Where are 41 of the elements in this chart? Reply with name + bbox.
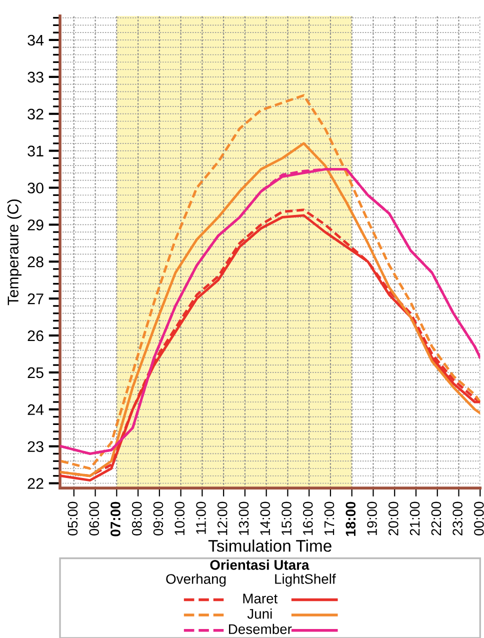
x-tick-label: 23:00 <box>452 502 462 536</box>
legend-label: Desember <box>229 624 292 634</box>
x-tick-label: 17:00 <box>324 502 334 535</box>
x-tick-label: 20:00 <box>388 502 398 536</box>
y-tick-label: 29 <box>28 220 44 230</box>
y-tick-label: 24 <box>28 404 44 415</box>
y-tick-label: 32 <box>28 108 44 120</box>
y-tick-label: 25 <box>28 367 44 378</box>
x-tick-label: 18:00 <box>346 502 356 536</box>
y-axis-title: Temperaure (C) <box>7 199 22 306</box>
x-tick-label: 21:00 <box>410 502 420 536</box>
x-tick-label: 13:00 <box>238 502 249 535</box>
x-tick-label: 06:00 <box>89 502 100 536</box>
y-tick-label: 30 <box>28 182 44 194</box>
x-tick-label: 08:00 <box>132 502 142 536</box>
legend-label: Maret <box>243 594 278 604</box>
x-tick-label: 07:00 <box>110 502 120 536</box>
text: Overhang <box>166 574 226 587</box>
x-tick-label: 10:00 <box>174 502 185 535</box>
y-tick-label: 31 <box>28 146 44 156</box>
y-tick-label: 22 <box>28 478 44 489</box>
x-tick-label: 15:00 <box>282 502 292 535</box>
x-tick-label: 11:00 <box>196 502 206 534</box>
x-tick-label: 14:00 <box>260 502 270 535</box>
legend-title: Orientasi Utara <box>210 560 310 570</box>
x-axis-title: Tsimulation Time <box>208 540 332 552</box>
x-tick-label: 19:00 <box>367 502 377 535</box>
x-tick-label: 16:00 <box>302 502 313 535</box>
text: LightShelf <box>275 574 336 587</box>
x-tick-label: 12:00 <box>217 502 228 535</box>
x-tick-label: 05:00 <box>68 502 78 536</box>
y-tick-label: 34 <box>28 34 44 46</box>
legend-label: Juni <box>247 608 272 619</box>
x-tick-label: 22:00 <box>431 502 442 536</box>
y-tick-label: 26 <box>28 330 44 342</box>
y-tick-label: 28 <box>28 256 44 268</box>
y-tick-label: 27 <box>28 293 44 304</box>
y-tick-label: 23 <box>28 441 44 452</box>
x-tick-label: 00:00 <box>474 502 484 536</box>
y-tick-label: 33 <box>28 72 44 83</box>
x-tick-label: 09:00 <box>153 502 164 536</box>
